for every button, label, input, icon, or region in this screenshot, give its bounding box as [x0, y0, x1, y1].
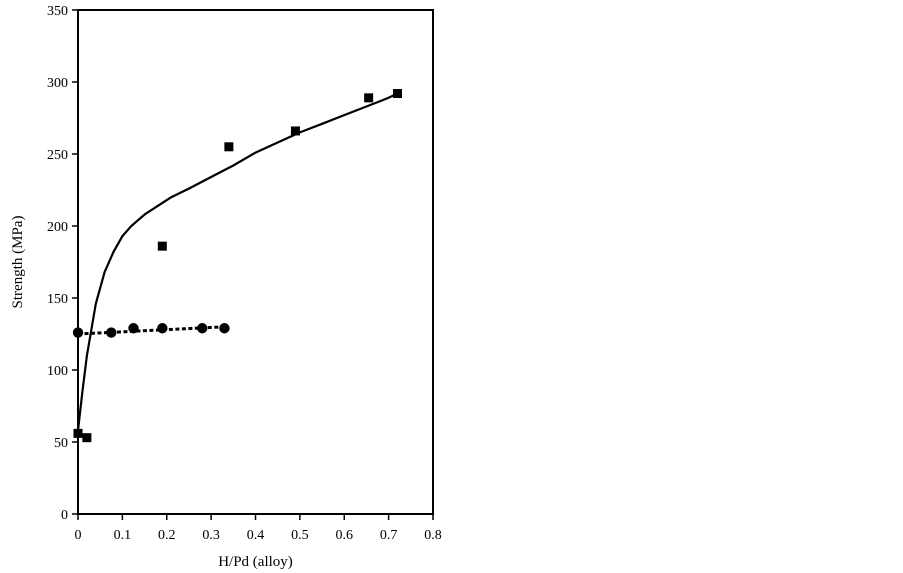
data-point-circle [128, 323, 139, 334]
data-point-square [364, 93, 374, 103]
data-point-circle [72, 327, 84, 338]
data-point-circle [157, 323, 168, 334]
data-point-square [290, 126, 300, 136]
data-point-circle [197, 323, 208, 334]
x-axis-title: H/Pd (alloy) [218, 554, 293, 570]
plot-area-frame [77, 9, 434, 515]
trendlines [76, 92, 398, 431]
x-tick-label: 0.6 [336, 528, 354, 543]
trendline-series-1 [76, 92, 398, 431]
y-axis: 0 50 100 150 200 250 300 350 [47, 4, 78, 523]
x-tick-label: 0.2 [158, 528, 176, 543]
data-point-square [73, 428, 83, 438]
y-axis-title: Strength (MPa) [10, 216, 26, 309]
x-axis: 0 0.1 0.2 0.3 0.4 0.5 0.6 0.7 0.8 [75, 514, 442, 543]
x-tick-label: 0 [75, 528, 82, 543]
y-tick-label: 300 [47, 76, 68, 91]
data-point-circle [106, 327, 117, 338]
x-tick-label: 0.8 [424, 528, 442, 543]
data-point-square [157, 241, 167, 251]
y-tick-label: 0 [61, 508, 68, 523]
y-tick-label: 200 [47, 220, 68, 235]
trendline-series-2 [77, 325, 225, 336]
x-tick-label: 0.7 [380, 528, 398, 543]
y-tick-label: 100 [47, 364, 68, 379]
x-tick-label: 0.5 [291, 528, 309, 543]
y-tick-label: 150 [47, 292, 68, 307]
data-point-circle [219, 323, 230, 334]
x-tick-label: 0.3 [202, 528, 220, 543]
data-point-square [82, 433, 92, 443]
x-tick-label: 0.1 [114, 528, 132, 543]
data-point-square [393, 89, 402, 99]
data-points [72, 89, 402, 443]
y-tick-label: 350 [47, 4, 68, 19]
y-tick-label: 250 [47, 148, 68, 163]
data-point-square [224, 142, 234, 152]
x-tick-label: 0.4 [247, 528, 265, 543]
y-tick-label: 50 [54, 436, 68, 451]
